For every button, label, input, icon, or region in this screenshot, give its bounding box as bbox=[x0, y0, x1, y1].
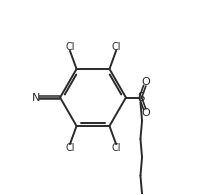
Text: S: S bbox=[137, 91, 144, 104]
Text: Cl: Cl bbox=[111, 143, 121, 153]
Text: N: N bbox=[32, 92, 40, 103]
Text: O: O bbox=[141, 108, 150, 118]
Text: Cl: Cl bbox=[65, 42, 75, 52]
Text: O: O bbox=[141, 77, 150, 87]
Text: Cl: Cl bbox=[65, 143, 75, 153]
Text: Cl: Cl bbox=[111, 42, 121, 52]
